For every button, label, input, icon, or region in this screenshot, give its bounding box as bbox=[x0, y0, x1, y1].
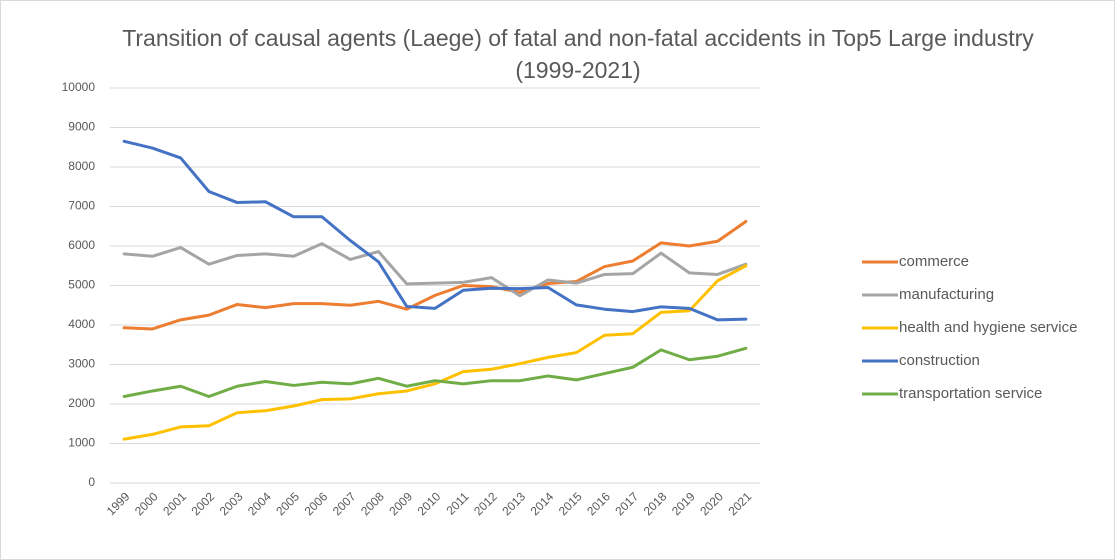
x-tick-label: 2005 bbox=[273, 489, 302, 518]
x-tick-label: 2020 bbox=[697, 489, 726, 518]
y-tick-label: 10000 bbox=[62, 80, 96, 94]
series-line bbox=[122, 220, 748, 331]
x-tick-label: 2009 bbox=[386, 489, 415, 518]
y-tick-label: 4000 bbox=[68, 317, 95, 331]
legend-label: health and hygiene service bbox=[899, 319, 1077, 336]
y-tick-label: 7000 bbox=[68, 199, 95, 213]
x-tick-label: 2012 bbox=[471, 489, 500, 518]
x-tick-label: 2014 bbox=[528, 489, 557, 518]
x-tick-label: 2001 bbox=[160, 489, 189, 518]
x-tick-label: 2021 bbox=[725, 489, 754, 518]
x-tick-label: 2019 bbox=[669, 489, 698, 518]
y-tick-label: 5000 bbox=[68, 278, 95, 292]
x-tick-label: 2018 bbox=[641, 489, 670, 518]
x-tick-label: 2017 bbox=[612, 489, 641, 518]
y-tick-label: 1000 bbox=[68, 436, 95, 450]
x-tick-label: 2003 bbox=[217, 489, 246, 518]
series-line bbox=[122, 139, 748, 322]
chart-title: Transition of causal agents (Laege) of f… bbox=[122, 25, 1034, 83]
y-tick-label: 2000 bbox=[68, 396, 95, 410]
y-tick-label: 3000 bbox=[68, 357, 95, 371]
series-line bbox=[122, 264, 748, 441]
y-tick-label: 0 bbox=[88, 475, 95, 489]
x-tick-label: 2011 bbox=[443, 489, 471, 517]
series-line bbox=[122, 242, 748, 298]
x-tick-label: 2007 bbox=[330, 489, 359, 518]
x-tick-label: 2008 bbox=[358, 489, 387, 518]
y-tick-label: 9000 bbox=[68, 120, 95, 134]
x-tick-label: 2000 bbox=[132, 489, 161, 518]
x-tick-label: 2015 bbox=[556, 489, 585, 518]
x-tick-label: 2002 bbox=[188, 489, 217, 518]
y-tick-label: 8000 bbox=[68, 159, 95, 173]
legend-label: manufacturing bbox=[899, 286, 994, 303]
x-tick-label: 2016 bbox=[584, 489, 613, 518]
x-tick-label: 2004 bbox=[245, 489, 274, 518]
x-tick-label: 1999 bbox=[104, 489, 133, 518]
legend-label: transportation service bbox=[899, 385, 1042, 402]
legend-label: commerce bbox=[899, 253, 969, 270]
x-tick-label: 2013 bbox=[499, 489, 528, 518]
series-line bbox=[122, 346, 748, 398]
y-tick-label: 6000 bbox=[68, 238, 95, 252]
x-tick-label: 2006 bbox=[302, 489, 331, 518]
x-tick-label: 2010 bbox=[415, 489, 444, 518]
legend-label: construction bbox=[899, 352, 980, 369]
